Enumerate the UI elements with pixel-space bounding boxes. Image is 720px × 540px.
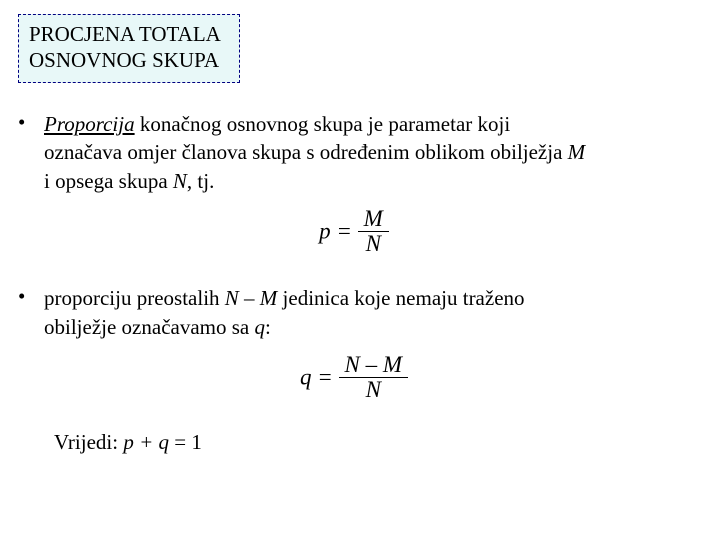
- title-box: PROCJENA TOTALA OSNOVNOG SKUPA: [18, 14, 240, 83]
- last-line-b: = 1: [169, 430, 202, 454]
- formula-p: p = MN: [18, 207, 690, 256]
- bullet-dot: •: [18, 110, 44, 195]
- formula-q-lhs: q: [300, 365, 312, 390]
- formula-p-frac: MN: [358, 207, 389, 256]
- bullet-2: • proporciju preostalih N – M jedinica k…: [18, 284, 690, 341]
- formula-p-den: N: [358, 232, 389, 256]
- bullet-2-line1b: jedinica koje nemaju traženo: [277, 286, 524, 310]
- bullet-dot: •: [18, 284, 44, 341]
- last-line-pq: p + q: [123, 430, 169, 454]
- var-M: M: [568, 140, 586, 164]
- last-line-a: Vrijedi:: [54, 430, 123, 454]
- bullet-2-line2a: obilježje označavamo sa: [44, 315, 254, 339]
- formula-q-eq: =: [311, 365, 338, 390]
- bullet-1-line3b: , tj.: [187, 169, 214, 193]
- bullet-2-text: proporciju preostalih N – M jedinica koj…: [44, 284, 525, 341]
- formula-q-den: N: [339, 378, 409, 402]
- bullet-1: • Proporcija konačnog osnovnog skupa je …: [18, 110, 690, 195]
- bullet-2-line1a: proporciju preostalih: [44, 286, 225, 310]
- formula-q: q = N – MN: [18, 353, 690, 402]
- title-line1: PROCJENA TOTALA: [29, 21, 221, 47]
- last-line: Vrijedi: p + q = 1: [54, 430, 690, 455]
- var-N: N: [173, 169, 187, 193]
- bullet-1-text: Proporcija konačnog osnovnog skupa je pa…: [44, 110, 585, 195]
- var-NM: N – M: [225, 286, 278, 310]
- formula-p-num: M: [358, 207, 389, 232]
- formula-q-num: N – M: [339, 353, 409, 378]
- bullet-2-line2b: :: [265, 315, 271, 339]
- formula-p-eq: =: [331, 219, 358, 244]
- slide-content: • Proporcija konačnog osnovnog skupa je …: [18, 110, 690, 455]
- formula-p-lhs: p: [319, 219, 331, 244]
- bullet-1-rest1: konačnog osnovnog skupa je parametar koj…: [135, 112, 511, 136]
- formula-q-frac: N – MN: [339, 353, 409, 402]
- bullet-1-line2a: označava omjer članova skupa s određenim…: [44, 140, 568, 164]
- var-q: q: [254, 315, 265, 339]
- bullet-1-lead: Proporcija: [44, 112, 135, 136]
- title-line2: OSNOVNOG SKUPA: [29, 47, 221, 73]
- bullet-1-line3a: i opsega skupa: [44, 169, 173, 193]
